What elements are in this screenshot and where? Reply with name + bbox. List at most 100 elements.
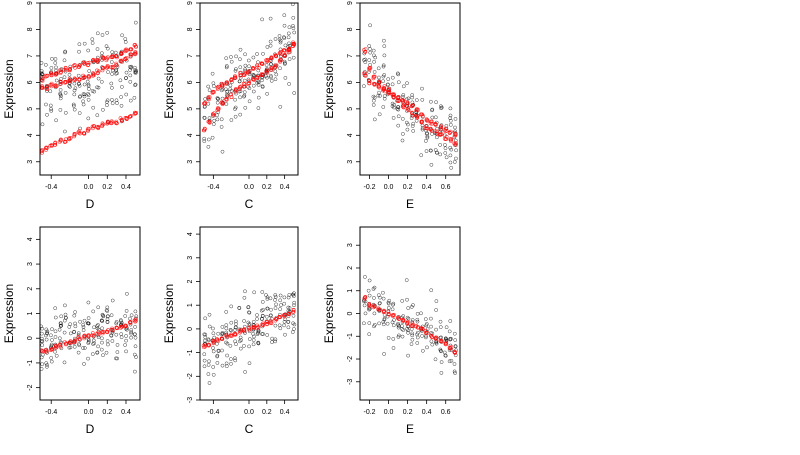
observed-point <box>449 336 453 341</box>
fitted-point <box>444 128 449 133</box>
fitted-point <box>118 325 123 330</box>
observed-point <box>228 87 233 91</box>
observed-point <box>73 321 77 326</box>
y-tick-label: 8 <box>347 27 354 31</box>
observed-point <box>291 294 296 298</box>
observed-point <box>129 335 133 340</box>
observed-point <box>57 336 62 341</box>
fitted-point <box>444 137 448 142</box>
fitted-point <box>429 121 434 126</box>
observed-point <box>202 116 207 120</box>
fitted-point <box>133 317 138 322</box>
fitted-point <box>395 316 400 320</box>
observed-point <box>90 352 95 356</box>
observed-point <box>53 57 58 61</box>
observed-point <box>405 127 410 132</box>
y-axis-title: Expression <box>2 284 16 343</box>
x-axis-title: D <box>86 422 95 436</box>
fitted-point <box>216 84 221 89</box>
observed-point <box>62 58 67 63</box>
observed-point <box>86 97 91 102</box>
observed-point <box>67 325 72 329</box>
plot-area <box>40 20 139 155</box>
fitted-point <box>261 322 266 327</box>
observed-point <box>73 310 77 314</box>
observed-point <box>415 335 420 340</box>
fitted-point <box>377 85 382 90</box>
x-tick-label: -0.2 <box>363 184 375 191</box>
observed-point <box>224 340 228 345</box>
observed-point <box>453 138 458 143</box>
observed-point <box>396 123 401 128</box>
observed-point <box>128 98 133 103</box>
observed-point <box>411 303 415 307</box>
observed-point <box>40 70 44 75</box>
y-tick-label: -1 <box>187 349 194 355</box>
fitted-point <box>67 136 72 141</box>
fitted-point <box>81 60 86 65</box>
observed-point <box>101 313 105 318</box>
fitted-point <box>291 40 296 45</box>
observed-point <box>59 323 63 328</box>
y-tick-label: 1 <box>27 311 34 315</box>
observed-point <box>278 326 283 331</box>
observed-point <box>82 82 87 87</box>
observed-point <box>95 113 100 118</box>
observed-point <box>419 153 424 158</box>
x-tick-label: 0.4 <box>280 409 290 416</box>
observed-point <box>58 324 63 329</box>
x-tick-label: -0.4 <box>207 409 219 416</box>
fitted-point <box>261 321 265 326</box>
observed-point <box>256 80 261 85</box>
observed-point <box>367 293 372 298</box>
observed-point <box>377 75 381 80</box>
observed-point <box>243 63 248 68</box>
observed-point <box>114 98 119 103</box>
fitted-point <box>48 143 53 148</box>
fitted-point <box>58 344 63 349</box>
observed-point <box>133 344 138 349</box>
fitted-point <box>278 57 283 62</box>
observed-point <box>233 114 238 119</box>
observed-point <box>400 334 405 339</box>
observed-point <box>58 88 63 92</box>
x-tick-label: 0.2 <box>262 409 272 416</box>
observed-point <box>433 115 438 120</box>
observed-point <box>99 347 104 352</box>
fitted-point <box>371 305 376 310</box>
observed-point <box>367 321 372 325</box>
observed-point <box>124 76 128 81</box>
x-tick-label: 0.4 <box>280 184 290 191</box>
observed-point <box>391 116 396 120</box>
observed-point <box>101 353 105 358</box>
observed-point <box>367 307 371 312</box>
observed-point <box>224 364 229 369</box>
observed-point <box>287 293 292 297</box>
observed-point <box>229 328 233 333</box>
observed-point <box>376 293 381 298</box>
observed-point <box>129 313 134 318</box>
observed-point <box>128 64 132 69</box>
fitted-point <box>438 124 443 129</box>
observed-point <box>269 307 273 312</box>
fitted-point <box>372 82 377 87</box>
observed-point <box>291 24 295 28</box>
fitted-point <box>123 48 128 53</box>
observed-point <box>229 59 234 64</box>
fitted-point <box>454 142 459 147</box>
observed-point <box>119 332 124 336</box>
fitted-point <box>363 73 368 78</box>
fitted-point <box>224 333 229 338</box>
fitted-point <box>265 70 270 75</box>
observed-point <box>385 82 390 87</box>
observed-point <box>49 108 54 113</box>
observed-point <box>273 294 278 299</box>
fitted-point <box>67 340 72 345</box>
observed-point <box>397 333 401 338</box>
observed-point <box>220 96 225 101</box>
observed-point <box>278 307 282 311</box>
fitted-point <box>251 324 256 329</box>
fitted-point <box>401 318 406 322</box>
observed-point <box>228 343 233 348</box>
observed-point <box>381 74 386 79</box>
